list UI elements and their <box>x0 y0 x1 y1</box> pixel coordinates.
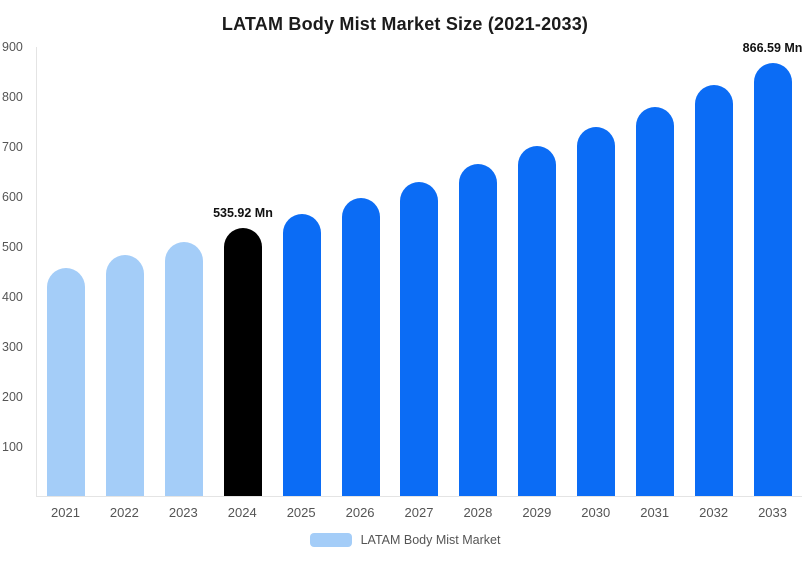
x-axis-tick-label: 2032 <box>699 505 729 520</box>
x-axis-tick-label: 2026 <box>345 505 375 520</box>
bar-column <box>390 47 449 496</box>
x-axis-tick-label: 2023 <box>168 505 198 520</box>
x-axis-tick-label: 2027 <box>404 505 434 520</box>
y-axis-tick-label: 700 <box>2 140 23 154</box>
bar-column <box>155 47 214 496</box>
y-axis-tick-label: 200 <box>2 390 23 404</box>
bar-value-label: 866.59 Mn <box>742 40 803 55</box>
y-axis-tick-label: 800 <box>2 90 23 104</box>
x-axis-tick-label: 2029 <box>522 505 552 520</box>
bar-value-label: 535.92 Mn <box>213 206 273 221</box>
legend-item[interactable]: LATAM Body Mist Market <box>0 533 810 547</box>
bar-column <box>331 47 390 496</box>
bar-column <box>625 47 684 496</box>
bar-2030[interactable] <box>577 127 616 496</box>
legend-label: LATAM Body Mist Market <box>360 533 501 547</box>
x-axis-tick-label: 2030 <box>581 505 611 520</box>
x-axis-tick-label: 2028 <box>463 505 493 520</box>
bar-2027[interactable] <box>400 181 439 496</box>
bar-2033[interactable] <box>753 62 792 496</box>
x-axis-tick-label: 2031 <box>640 505 670 520</box>
bar-2023[interactable] <box>165 242 204 496</box>
bar-column <box>567 47 626 496</box>
bar-column <box>96 47 155 496</box>
bar-2026[interactable] <box>341 198 380 496</box>
chart-title: LATAM Body Mist Market Size (2021-2033) <box>221 14 589 34</box>
legend-swatch <box>309 533 352 547</box>
bar-2024[interactable] <box>223 228 262 496</box>
bar-2022[interactable] <box>106 255 145 496</box>
y-axis: 900 800 700 600 500 400 300 200 100 <box>0 40 28 497</box>
x-axis-tick-label: 2022 <box>109 505 139 520</box>
bar-column <box>684 47 743 496</box>
x-axis-tick-label: 2021 <box>51 505 80 520</box>
x-axis-tick-label: 2024 <box>227 505 257 520</box>
bar-column <box>37 47 96 496</box>
bar-2025[interactable] <box>282 213 321 496</box>
bar-2028[interactable] <box>459 164 498 496</box>
bar-column <box>508 47 567 496</box>
bar-2021[interactable] <box>47 267 86 496</box>
y-axis-tick-label: 400 <box>2 290 23 304</box>
bar-2031[interactable] <box>635 106 674 496</box>
y-axis-tick-label: 500 <box>2 240 23 254</box>
bar-2032[interactable] <box>694 85 733 496</box>
y-axis-tick-label: 900 <box>2 40 23 54</box>
bar-column <box>272 47 331 496</box>
bar-column: 866.59 Mn <box>743 41 802 496</box>
x-axis-tick-label: 2025 <box>286 505 316 520</box>
x-axis: 2021 2022 2023 2024 2025 2026 2027 2028 2029 2030… <box>36 505 802 520</box>
x-axis-tick-label: 2033 <box>758 505 787 520</box>
bar-2029[interactable] <box>518 146 557 496</box>
y-axis-tick-label: 600 <box>2 190 23 204</box>
bar-column <box>449 47 508 496</box>
bar-column: 535.92 Mn <box>213 47 273 496</box>
y-axis-tick-label: 100 <box>2 440 23 454</box>
plot-area: 535.92 Mn 866.59 Mn <box>36 41 802 497</box>
y-axis-tick-label: 300 <box>2 340 23 354</box>
